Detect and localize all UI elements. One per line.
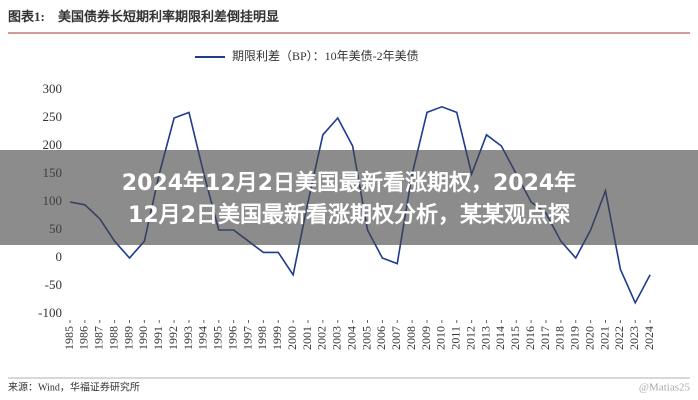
x-tick-label: 2014: [493, 326, 507, 350]
banner-line: 2024年12月2日美国最新看涨期权，2024年: [122, 170, 576, 196]
x-tick-label: 2003: [330, 326, 344, 350]
x-tick-label: 1987: [92, 326, 106, 350]
x-tick-label: 1986: [77, 326, 91, 350]
x-tick-label: 2008: [404, 326, 418, 350]
x-tick-label: 2015: [508, 326, 522, 350]
x-tick-label: 1988: [106, 326, 120, 350]
x-tick-label: 1991: [151, 326, 165, 350]
watermark: @Matias25: [639, 382, 691, 394]
x-tick-label: 2024: [642, 326, 656, 350]
x-tick-label: 2002: [315, 326, 329, 350]
y-tick-label: -100: [38, 305, 62, 320]
x-tick-label: 2017: [538, 326, 552, 350]
banner-line: 12月2日美国最新看涨期权分析，某某观点探: [128, 202, 570, 228]
x-tick-label: 2013: [478, 326, 492, 350]
x-tick-label: 1996: [225, 326, 239, 350]
x-tick-label: 2009: [419, 326, 433, 350]
x-tick-label: 2011: [449, 326, 463, 350]
y-tick-label: 200: [43, 137, 63, 152]
x-tick-label: 1989: [121, 326, 135, 350]
x-tick-label: 2004: [344, 326, 358, 350]
x-tick-label: 2005: [359, 326, 373, 350]
x-tick-label: 1999: [270, 326, 284, 350]
x-tick-label: 2023: [627, 326, 641, 350]
x-tick-label: 1990: [136, 326, 150, 350]
x-tick-label: 2006: [374, 326, 388, 350]
x-tick-label: 1994: [196, 326, 210, 350]
x-tick-label: 1992: [166, 326, 180, 350]
y-tick-label: 250: [43, 109, 63, 124]
banner-bg: [0, 150, 698, 245]
figure-label: 图表1:: [8, 9, 45, 24]
x-tick-label: 2007: [389, 326, 403, 350]
y-tick-label: 0: [56, 249, 63, 264]
x-tick-label: 2020: [582, 326, 596, 350]
x-tick-label: 2016: [523, 326, 537, 350]
x-tick-label: 1993: [181, 326, 195, 350]
x-tick-label: 1985: [62, 326, 76, 350]
y-tick-label: 300: [43, 81, 63, 96]
x-tick-label: 2000: [285, 326, 299, 350]
x-tick-label: 2010: [434, 326, 448, 350]
source: 来源：Wind，华福证券研究所: [8, 380, 140, 393]
x-tick-label: 1995: [211, 326, 225, 350]
y-tick-label: -50: [45, 277, 62, 292]
x-tick-label: 1998: [255, 326, 269, 350]
x-tick-label: 2012: [463, 326, 477, 350]
x-tick-label: 1997: [240, 326, 254, 350]
x-tick-label: 2018: [553, 326, 567, 350]
x-tick-label: 2021: [597, 326, 611, 350]
x-tick-label: 2001: [300, 326, 314, 350]
x-tick-label: 2022: [612, 326, 626, 350]
x-tick-label: 2019: [568, 326, 582, 350]
legend-label: 期限利差（BP）：10年美债-2年美债: [232, 49, 419, 63]
chart-title: 美国债券长短期利率期限利差倒挂明显: [58, 9, 279, 24]
